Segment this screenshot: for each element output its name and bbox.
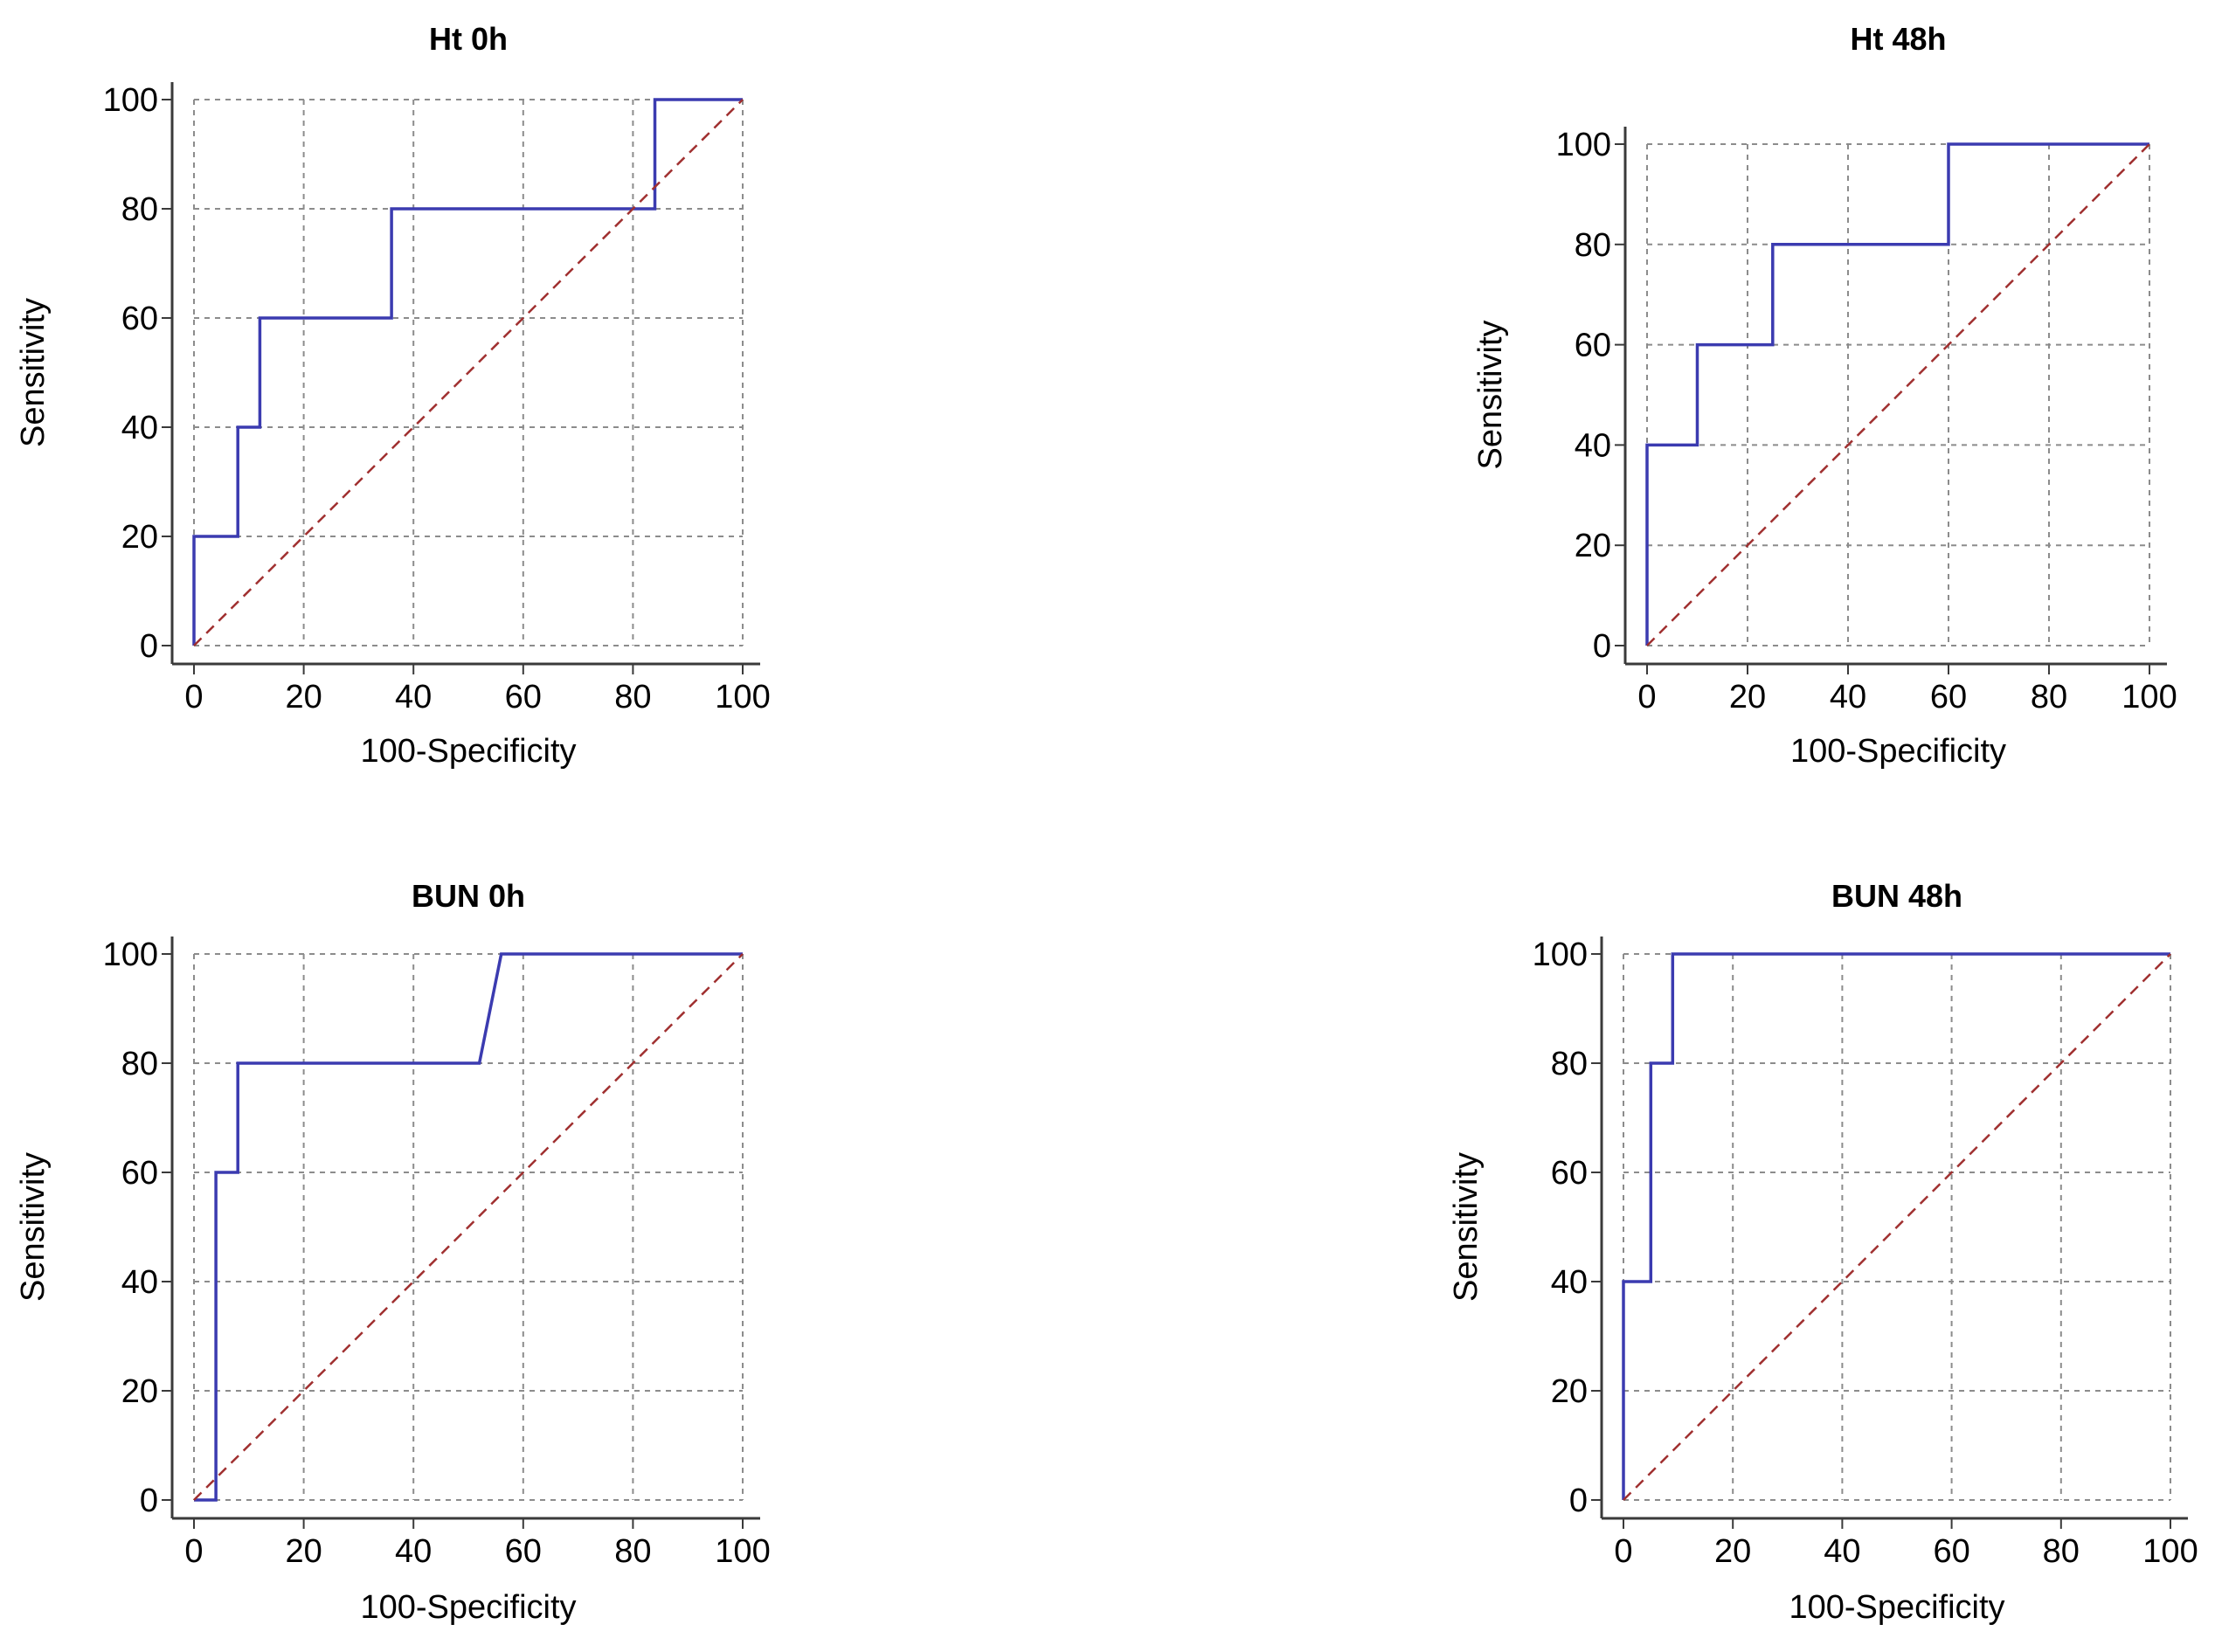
x-axis-label: 100-Specificity: [360, 1589, 576, 1626]
y-tick-label: 40: [1575, 427, 1611, 464]
roc-panel: 0 20 40 60 80 100 0 20 40 60 80 100 Ht 0h 100-Specifi…: [15, 21, 771, 770]
y-tick-label: 20: [1551, 1373, 1588, 1410]
roc-panel: 0 20 40 60 80 100 0 20 40 60 80 100 BUN 48h 100-Speci…: [1448, 878, 2198, 1626]
x-tick-label: 60: [505, 1533, 542, 1570]
y-tick-label: 100: [103, 82, 158, 119]
y-axis-label: Sensitivity: [1472, 320, 1509, 469]
chart-title: BUN 48h: [1831, 878, 1962, 914]
y-tick-label: 20: [1575, 528, 1611, 564]
y-tick-label: 0: [1593, 628, 1611, 665]
x-tick-label: 80: [614, 679, 651, 715]
roc-curve-line: [1622, 952, 2170, 1500]
y-tick-label: 100: [103, 937, 158, 973]
y-tick-label: 100: [1556, 127, 1611, 163]
x-tick-label: 20: [285, 679, 322, 715]
y-tick-label: 60: [121, 301, 158, 337]
x-tick-label: 40: [395, 1533, 432, 1570]
y-tick-label: 40: [121, 1264, 158, 1301]
y-axis-label: Sensitivity: [1448, 1152, 1485, 1302]
y-tick-label: 60: [1551, 1155, 1588, 1192]
roc-panel: 0 20 40 60 80 100 0 20 40 60 80 100 BUN 0h 100-Specif…: [15, 878, 771, 1626]
y-tick-label: 0: [140, 628, 158, 665]
roc-curve-line: [192, 98, 743, 646]
x-tick-label: 80: [2043, 1533, 2080, 1570]
y-tick-label: 40: [121, 410, 158, 446]
x-tick-label: 0: [1614, 1533, 1632, 1570]
y-tick-label: 0: [1569, 1483, 1588, 1519]
y-tick-label: 80: [121, 1046, 158, 1082]
reference-diagonal-line: [1623, 953, 2171, 1501]
x-tick-label: 100: [2122, 679, 2177, 715]
x-axis-label: 100-Specificity: [1790, 733, 2006, 770]
y-axis-label: Sensitivity: [15, 298, 52, 447]
x-tick-label: 0: [1637, 679, 1656, 715]
x-tick-label: 100: [715, 1533, 770, 1570]
y-tick-label: 80: [1551, 1046, 1588, 1082]
x-tick-label: 0: [184, 679, 203, 715]
chart-title: Ht 0h: [429, 21, 508, 57]
x-axis-label: 100-Specificity: [1789, 1589, 2004, 1626]
y-tick-label: 100: [1533, 937, 1588, 973]
x-tick-label: 40: [395, 679, 432, 715]
y-tick-label: 20: [121, 1373, 158, 1410]
chart-title: Ht 48h: [1850, 21, 1946, 57]
x-tick-label: 60: [505, 679, 542, 715]
reference-diagonal-line: [193, 99, 744, 646]
reference-diagonal-line: [193, 953, 744, 1501]
x-tick-label: 40: [1830, 679, 1866, 715]
x-tick-label: 20: [1714, 1533, 1751, 1570]
x-tick-label: 80: [614, 1533, 651, 1570]
chart-title: BUN 0h: [412, 878, 525, 914]
x-tick-label: 100: [715, 679, 770, 715]
x-tick-label: 20: [285, 1533, 322, 1570]
x-tick-label: 40: [1824, 1533, 1860, 1570]
x-tick-label: 60: [1930, 679, 1967, 715]
x-tick-label: 0: [184, 1533, 203, 1570]
y-tick-label: 20: [121, 519, 158, 556]
x-tick-label: 100: [2142, 1533, 2198, 1570]
x-tick-label: 60: [1933, 1533, 1969, 1570]
x-tick-label: 20: [1729, 679, 1766, 715]
reference-diagonal-line: [1646, 143, 2150, 646]
y-tick-label: 60: [1575, 328, 1611, 364]
roc-panel: 0 20 40 60 80 100 0 20 40 60 80 100 Ht 48h 100-Specif…: [1472, 21, 2177, 770]
y-axis-label: Sensitivity: [15, 1152, 52, 1302]
y-tick-label: 60: [121, 1155, 158, 1192]
roc-curve-line: [194, 952, 743, 1502]
x-axis-label: 100-Specificity: [360, 733, 576, 770]
y-tick-label: 0: [140, 1483, 158, 1519]
roc-curve-line: [1645, 142, 2149, 646]
y-tick-label: 80: [1575, 227, 1611, 264]
x-tick-label: 80: [2031, 679, 2067, 715]
y-tick-label: 80: [121, 191, 158, 228]
y-tick-label: 40: [1551, 1264, 1588, 1301]
